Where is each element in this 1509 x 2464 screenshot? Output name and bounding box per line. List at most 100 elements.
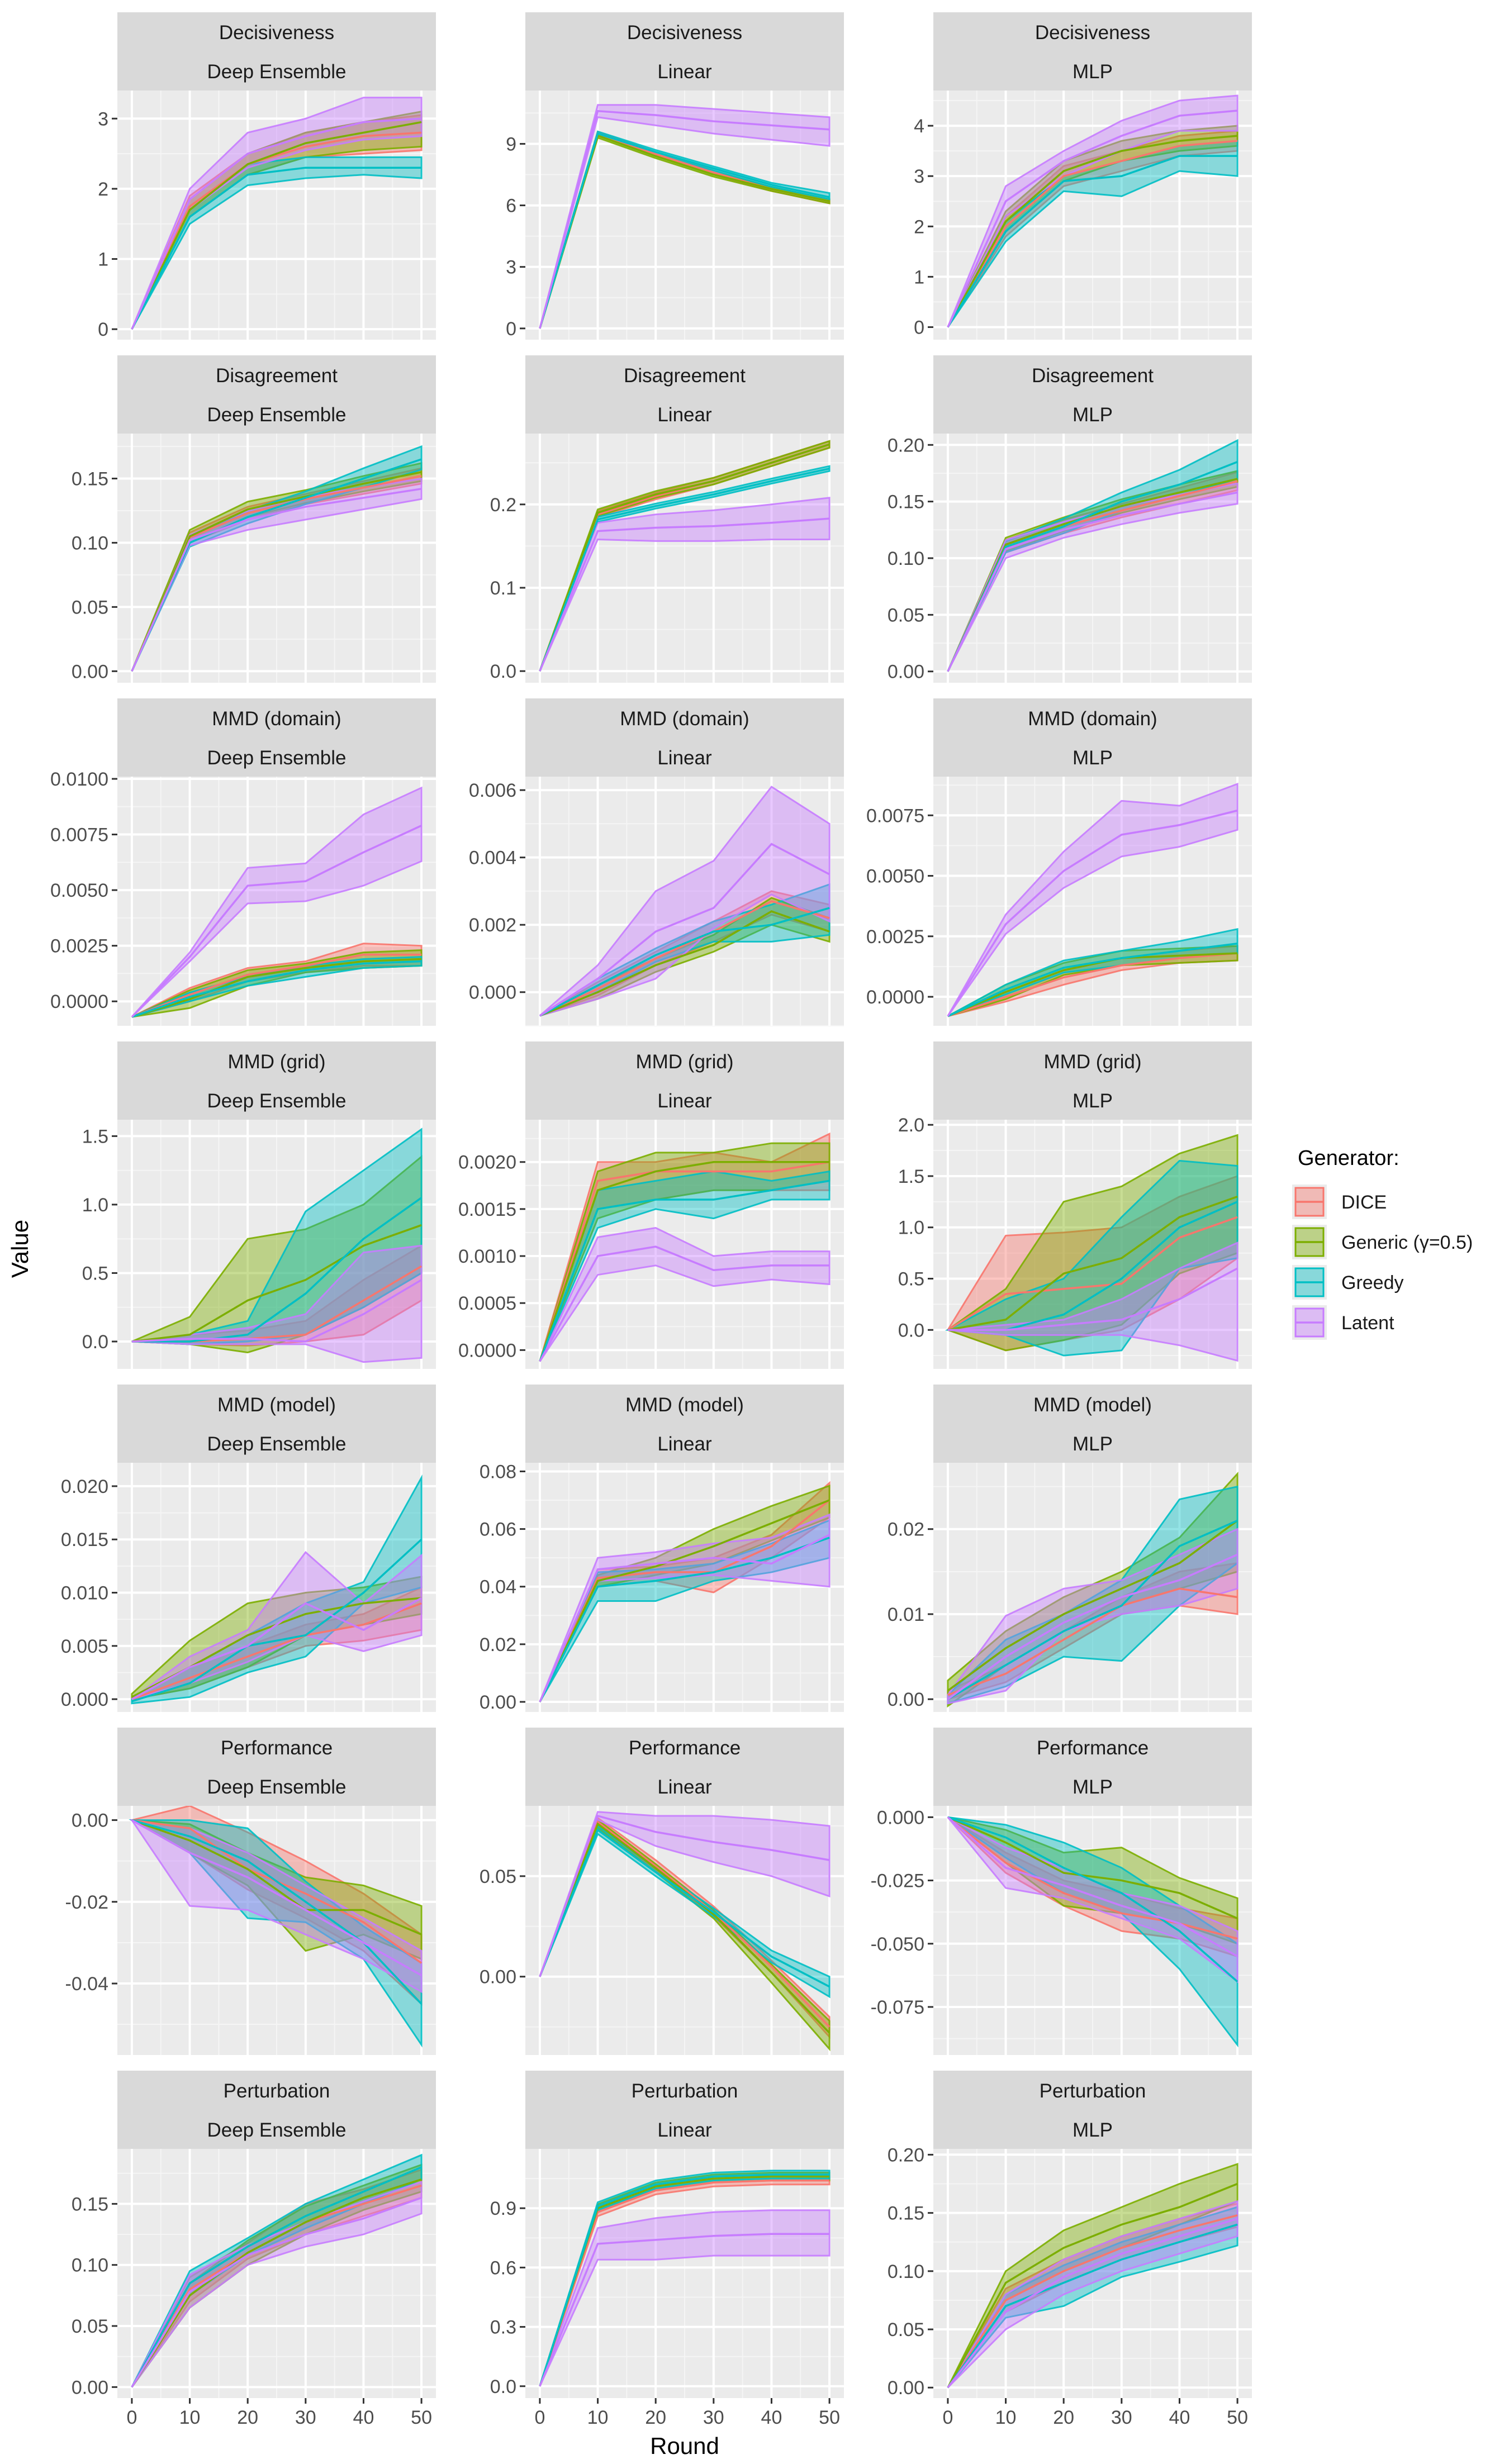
x-tick-label: 40 [1169, 2407, 1190, 2428]
ribbon-greedy [947, 927, 1238, 1017]
panel-performance-deep-ensemble: Performance Deep Ensemble 0.00 -0.02 -0.04 [65, 1728, 436, 2055]
y-tick-label: 3 [506, 257, 516, 278]
y-tick-label: 0 [914, 317, 924, 338]
x-tick-label: 10 [587, 2407, 609, 2428]
line-generic-0-5 [539, 910, 830, 1017]
line-generic-0-5 [947, 135, 1238, 328]
strip-model-label: Linear [657, 2119, 712, 2141]
panel-mmd-model-deep-ensemble: MMD (model) Deep Ensemble 0.000 0.005 0.010 0… [61, 1385, 436, 1712]
y-tick-label: 0.000 [469, 982, 516, 1003]
ribbon-latent [947, 1241, 1238, 1362]
line-greedy [947, 1519, 1238, 1700]
line-greedy [539, 2173, 830, 2387]
data-layer [131, 1128, 423, 1363]
data-layer [947, 1471, 1238, 1708]
panel-mmd-domain-linear: MMD (domain) Linear 0.000 0.002 0.004 0.006 [469, 698, 844, 1026]
line-latent [539, 517, 830, 672]
strip-model-label: Deep Ensemble [207, 404, 346, 426]
line-latent [131, 2196, 422, 2388]
strip-background [933, 1385, 1252, 1463]
strip-metric-label: MMD (grid) [228, 1051, 326, 1073]
line-generic-0-5 [131, 1819, 422, 1935]
legend-item-dice: DICE [1292, 1185, 1387, 1219]
y-tick-label: 0.00 [72, 1810, 108, 1832]
x-tick-label: 10 [179, 2407, 201, 2428]
line-dice [947, 1816, 1238, 1940]
y-tick-label: 1.5 [82, 1126, 108, 1147]
ribbon-latent [947, 94, 1238, 328]
y-tick-label: 0.05 [888, 2319, 924, 2341]
legend-title: Generator: [1298, 1147, 1399, 1170]
strip-metric-label: Performance [1037, 1737, 1149, 1759]
legend-label: Generic (γ=0.5) [1341, 1232, 1473, 1253]
strip-model-label: MLP [1073, 2119, 1113, 2141]
line-dice [947, 1216, 1238, 1331]
x-tick-label: 50 [1227, 2407, 1248, 2428]
panel-mmd-domain-deep-ensemble: MMD (domain) Deep Ensemble 0.0000 0.0025 0.0… [50, 698, 436, 1026]
strip-background [117, 1728, 436, 1806]
line-latent [539, 1814, 830, 1977]
panel-mmd-model-mlp: MMD (model) MLP 0.00 0.01 0.02 [888, 1385, 1252, 1712]
line-latent [131, 488, 422, 672]
y-tick-label: 0.00 [888, 1689, 924, 1710]
y-tick-label: 0.9 [490, 2198, 516, 2219]
line-latent [131, 1279, 422, 1343]
y-tick-label: 6 [506, 196, 516, 217]
line-latent [947, 809, 1238, 1017]
legend: Generator: DICE Generic (γ=0.5) Greedy Late… [1292, 1147, 1473, 1340]
x-tick-label: 50 [819, 2407, 840, 2428]
y-tick-label: 9 [506, 134, 516, 155]
panel-disagreement-linear: Disagreement Linear 0.0 0.1 0.2 [490, 355, 844, 683]
strip-model-label: MLP [1073, 747, 1113, 769]
y-tick-label: 0.0005 [458, 1293, 516, 1314]
line-dice [947, 1587, 1238, 1696]
y-tick-label: 1 [98, 249, 108, 270]
y-tick-label: 0.00 [480, 1692, 516, 1713]
x-tick-label: 50 [411, 2407, 432, 2428]
ribbon-latent [539, 786, 831, 1017]
strip-background [525, 1728, 844, 1806]
y-tick-label: -0.025 [871, 1871, 924, 1892]
line-greedy [131, 960, 422, 1018]
strip-model-label: MLP [1073, 1776, 1113, 1798]
panel-perturbation-linear: Perturbation Linear 0.0 0.3 0.6 0.9 0 10 20 30 40 5… [490, 2071, 844, 2428]
legend-label: Greedy [1341, 1272, 1404, 1293]
strip-model-label: Deep Ensemble [207, 61, 346, 83]
strip-background [525, 1385, 844, 1463]
line-dice [539, 1161, 830, 1362]
strip-background [525, 698, 844, 777]
panel-mmd-grid-deep-ensemble: MMD (grid) Deep Ensemble 0.0 0.5 1.0 1.5 [82, 1041, 436, 1369]
line-generic-0-5 [131, 121, 422, 330]
line-dice [131, 131, 422, 330]
line-latent [131, 825, 422, 1018]
strip-metric-label: Perturbation [1040, 2080, 1146, 2102]
data-layer [129, 1806, 423, 2048]
y-tick-label: 0.06 [480, 1519, 516, 1540]
y-tick-label: 0.0 [898, 1320, 924, 1341]
panel-mmd-model-linear: MMD (model) Linear 0.00 0.02 0.04 0.06 0.08 [480, 1385, 844, 1713]
data-layer [539, 2170, 831, 2387]
strip-model-label: Linear [657, 1433, 712, 1455]
panel-mmd-grid-mlp: MMD (grid) MLP 0.0 0.5 1.0 1.5 2.0 [898, 1041, 1252, 1369]
y-tick-label: 0.05 [480, 1866, 516, 1887]
y-tick-label: 0.02 [888, 1519, 924, 1540]
ribbon-latent [947, 782, 1238, 1017]
line-dice [947, 140, 1238, 328]
strip-model-label: MLP [1073, 1433, 1113, 1455]
y-tick-label: 0.0000 [458, 1340, 516, 1361]
line-latent [539, 1245, 830, 1362]
strip-metric-label: Disagreement [216, 365, 338, 387]
y-tick-label: 0.6 [490, 2257, 516, 2279]
strip-metric-label: MMD (grid) [1044, 1051, 1142, 1073]
x-tick-label: 0 [942, 2407, 953, 2428]
line-greedy [539, 1179, 830, 1362]
strip-model-label: Deep Ensemble [207, 1776, 346, 1798]
line-latent [131, 1819, 422, 1976]
strip-background [117, 2071, 436, 2149]
y-tick-label: 0.20 [888, 2144, 924, 2166]
strip-metric-label: Performance [629, 1737, 741, 1759]
y-tick-label: 0.0 [490, 661, 516, 682]
y-tick-label: 0.0015 [458, 1199, 516, 1220]
legend-item-greedy: Greedy [1292, 1265, 1404, 1300]
